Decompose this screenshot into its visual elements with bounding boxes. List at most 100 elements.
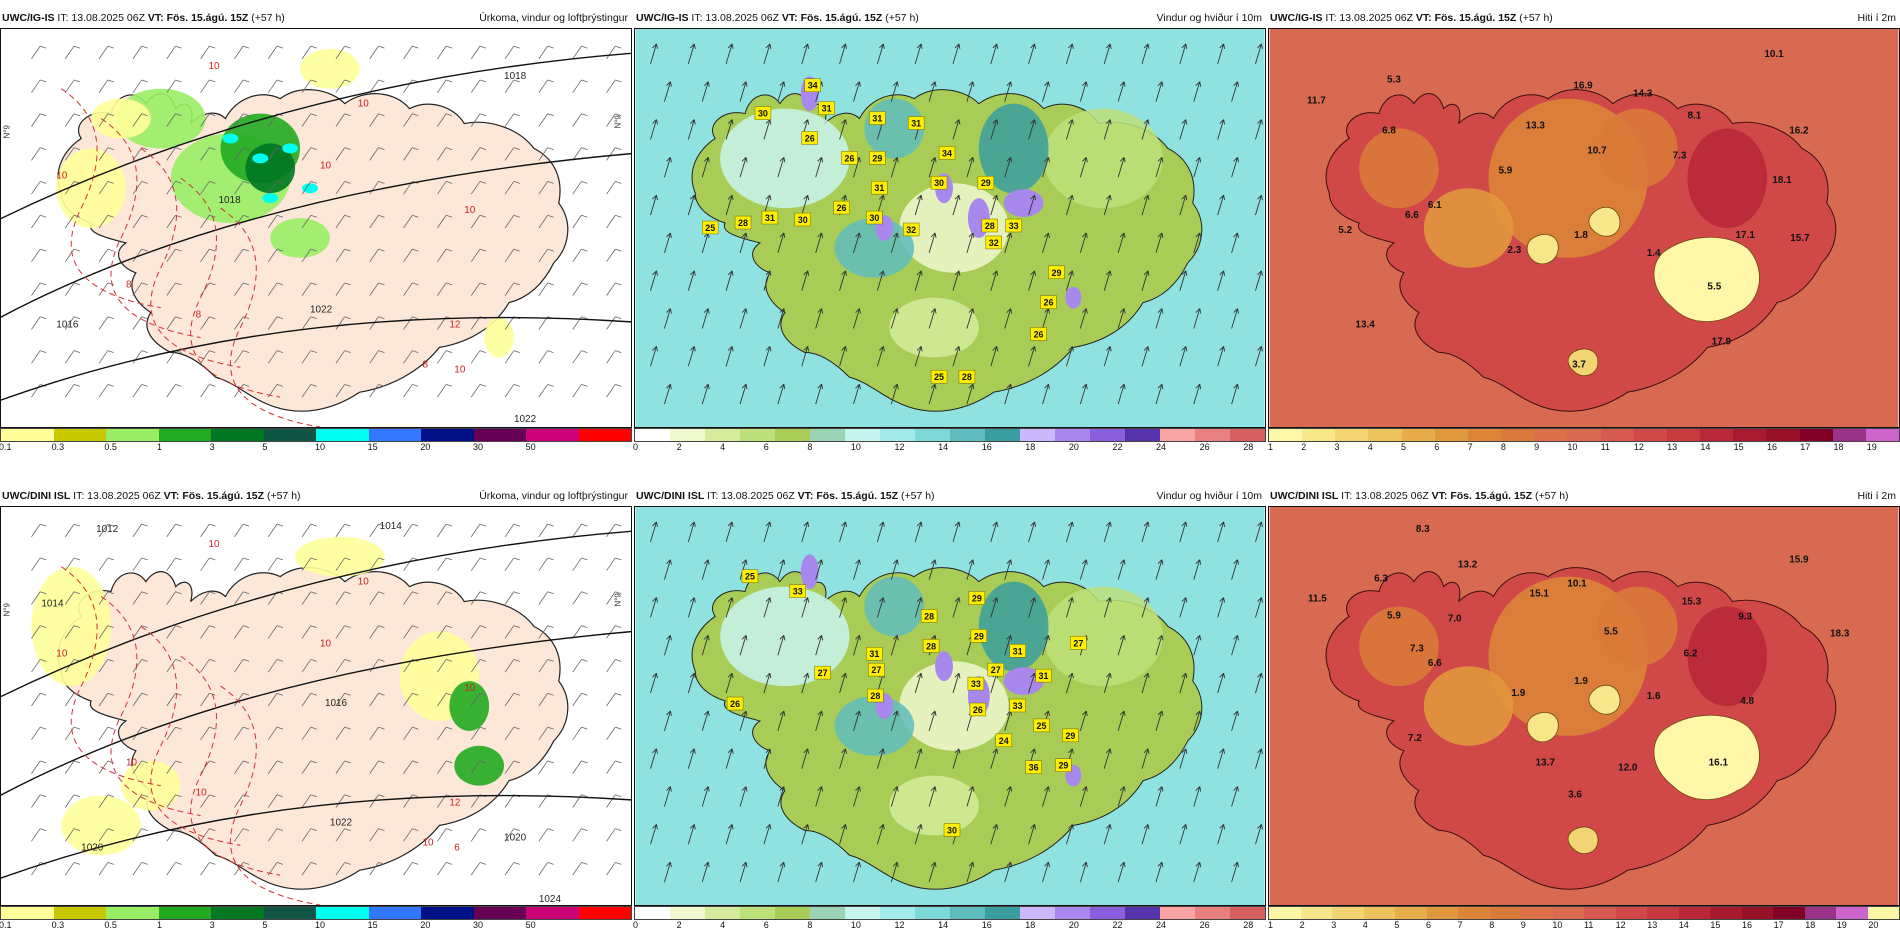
colour-swatch xyxy=(1867,907,1899,919)
wind-map: 25 33 29 29 28 28 31 31 27 26 27 27 28 33 27 31 26 33 25 29… xyxy=(634,506,1266,906)
temperature-value: 12.0 xyxy=(1618,763,1638,774)
colour-swatch xyxy=(1799,429,1833,441)
scale-tick-label: 15 xyxy=(367,442,378,452)
scale-tick-label: 19 xyxy=(1836,920,1847,930)
temperature-area xyxy=(1687,128,1768,228)
init-time: IT: 13.08.2025 06Z xyxy=(1341,490,1429,502)
gust-label: 26 xyxy=(833,200,850,215)
scale-tick-label: 30 xyxy=(473,442,484,452)
colour-scale: 0 2 4 6 8 10 12 14 16 18 20 22 24 26 28 xyxy=(633,906,1266,930)
temperature-value: 6.3 xyxy=(1374,574,1388,585)
scale-tick-label: 8 xyxy=(807,442,813,452)
gust-label: 28 xyxy=(867,688,884,703)
gust-label: 31 xyxy=(1035,668,1052,683)
gust-label: 27 xyxy=(814,665,831,680)
temperature-value: 15.3 xyxy=(1682,597,1702,608)
model-name: UWC/IG-IS xyxy=(2,12,55,24)
panel-title-bar: UWC/IG-IS IT: 13.08.2025 06Z VT: Fös. 15… xyxy=(1268,10,1900,26)
model-name: UWC/DINI ISL xyxy=(636,490,705,502)
temperature-value: 1.6 xyxy=(1647,691,1661,702)
colour-swatch xyxy=(1766,429,1800,441)
scale-tick-label: 2 xyxy=(676,442,682,452)
panel-run-info: UWC/IG-IS IT: 13.08.2025 06Z VT: Fös. 15… xyxy=(1270,10,1553,26)
colour-swatch xyxy=(740,907,775,919)
gust-label: 29 xyxy=(977,176,995,190)
wind-speed-area xyxy=(864,576,925,637)
temperature-area xyxy=(1359,128,1439,209)
latitude-label: N°9 xyxy=(613,593,622,607)
gust-label: 28 xyxy=(958,370,976,384)
precip-area xyxy=(300,48,360,89)
panel-run-info: UWC/DINI ISL IT: 13.08.2025 06Z VT: Fös.… xyxy=(1270,488,1569,504)
gust-label: 32 xyxy=(985,235,1002,250)
gust-value: 28 xyxy=(962,372,972,382)
colour-swatch xyxy=(1269,907,1301,919)
gust-label: 27 xyxy=(1070,636,1087,650)
colour-swatch xyxy=(1195,907,1230,919)
colour-scale-bar xyxy=(0,906,632,920)
gust-value: 24 xyxy=(999,736,1009,746)
temperature-value: 13.4 xyxy=(1355,320,1375,331)
valid-time: VT: Fös. 15.ágú. 15Z xyxy=(1415,12,1517,24)
gust-value: 33 xyxy=(1009,221,1019,231)
colour-swatch xyxy=(1865,429,1899,441)
colour-swatch xyxy=(915,429,950,441)
scale-tick-label: 0.5 xyxy=(104,442,117,452)
temperature-contour xyxy=(61,88,161,309)
scale-tick-label: 2 xyxy=(1301,442,1307,452)
gust-value: 29 xyxy=(1065,731,1075,741)
temp-map: 8.3 13.2 6.3 15.9 10.1 15.1 11.5 15.3 5.9 7.0 9.3 1… xyxy=(1268,506,1900,906)
temperature-value: 15.9 xyxy=(1789,555,1809,566)
gust-value: 31 xyxy=(1039,671,1049,681)
temperature-label: 10 xyxy=(454,364,466,375)
scale-tick-label: 12 xyxy=(1615,920,1626,930)
colour-swatch xyxy=(526,907,579,919)
temp-map: 10.1 5.3 11.7 16.9 14.3 6.8 13.3 8.1 16.2 10.7 7.3… xyxy=(1268,28,1900,428)
colour-swatch xyxy=(1230,429,1265,441)
temperature-label: 10 xyxy=(358,577,370,588)
temperature-value: 7.0 xyxy=(1448,613,1462,624)
colour-swatch xyxy=(1710,907,1742,919)
colour-scale-ticks: 0 2 4 6 8 10 12 14 16 18 20 22 24 26 28 xyxy=(633,442,1266,452)
scale-tick-label: 24 xyxy=(1156,920,1167,930)
colour-swatch xyxy=(106,429,159,441)
scale-tick-label: 5 xyxy=(1394,920,1400,930)
latitude-label: N°9 xyxy=(3,125,12,139)
scale-tick-label: 20 xyxy=(420,442,431,452)
temperature-value: 7.3 xyxy=(1410,643,1424,654)
scale-tick-label: 11 xyxy=(1600,442,1610,452)
scale-tick-label: 26 xyxy=(1199,442,1210,452)
glacier-hofsjokull xyxy=(1588,206,1621,237)
gust-value: 26 xyxy=(1034,329,1044,339)
temperature-label: 10 xyxy=(56,648,68,659)
valid-time: VT: Fös. 15.ágú. 15Z xyxy=(781,12,883,24)
gust-label: 25 xyxy=(701,220,719,235)
precip-area xyxy=(61,795,141,856)
colour-swatch xyxy=(775,907,810,919)
gust-label: 25 xyxy=(930,370,948,384)
isobar-line xyxy=(1,316,631,401)
gust-value: 30 xyxy=(869,213,879,223)
gust-label: 28 xyxy=(922,639,940,653)
colour-swatch xyxy=(1773,907,1805,919)
precip-area xyxy=(91,98,151,139)
scale-tick-label: 18 xyxy=(1805,920,1816,930)
colour-swatch xyxy=(880,429,915,441)
temperature-value: 1.9 xyxy=(1574,676,1588,687)
gust-label: 30 xyxy=(794,212,811,227)
scale-tick-label: 16 xyxy=(981,920,992,930)
colour-swatch xyxy=(1467,429,1502,441)
gust-label: 28 xyxy=(734,215,752,230)
gust-label: 30 xyxy=(754,106,772,120)
scale-tick-label: 14 xyxy=(1700,442,1711,452)
colour-swatch xyxy=(1125,429,1160,441)
scale-tick-label: 6 xyxy=(763,442,769,452)
colour-swatch xyxy=(1678,907,1710,919)
gust-label: 25 xyxy=(741,569,759,583)
model-name: UWC/DINI ISL xyxy=(1270,490,1339,502)
colour-scale: 0.1 0.3 0.5 1 3 5 10 15 20 30 50 xyxy=(0,428,632,452)
temperature-contour xyxy=(100,118,201,338)
gust-value: 32 xyxy=(989,238,999,248)
gust-value: 25 xyxy=(745,572,755,582)
colour-swatch xyxy=(1302,429,1336,441)
